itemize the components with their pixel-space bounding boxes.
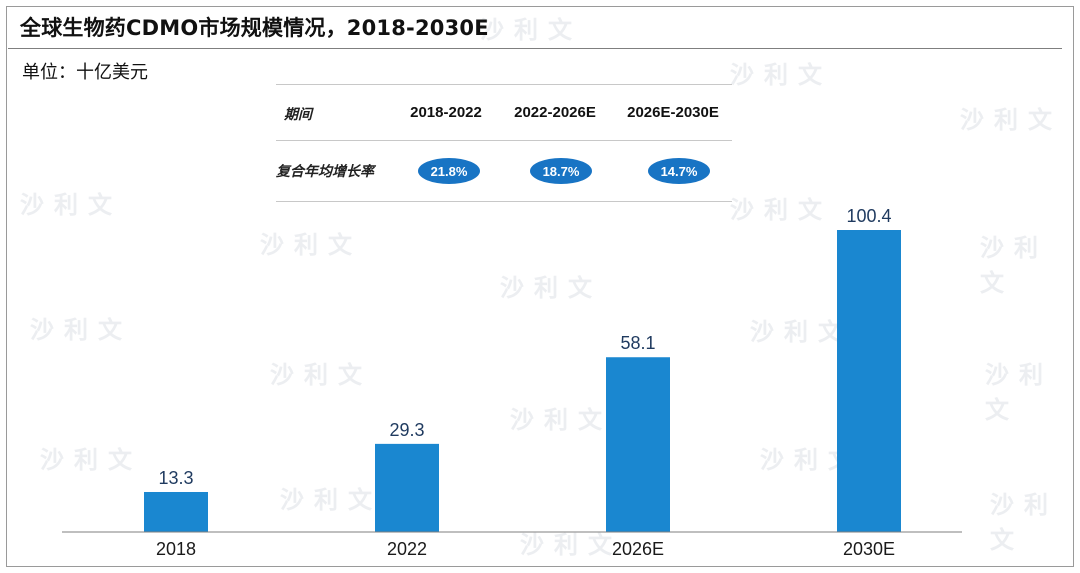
data-label: 100.4: [846, 206, 891, 226]
period-row-label: 期间: [284, 107, 312, 123]
watermark-text: 沙利文: [480, 16, 582, 44]
watermark-text: 沙利文: [260, 231, 362, 259]
period-header: 2026E-2030E: [627, 104, 719, 121]
watermark-text: 沙利文: [760, 446, 862, 474]
data-label: 58.1: [620, 333, 655, 353]
watermark-text: 沙利文: [30, 316, 132, 344]
page-title: 全球生物药CDMO市场规模情况，2018-2030E: [20, 16, 489, 40]
bar-2030E: [837, 230, 901, 532]
title-divider: [8, 48, 1062, 49]
watermark-text: 沙利文: [990, 491, 1058, 554]
watermark-text: 沙利文: [40, 446, 142, 474]
watermark-text: 沙利文: [500, 274, 602, 302]
cagr-badge: 14.7%: [648, 158, 710, 184]
table-rule-bottom: [276, 201, 732, 202]
data-label: 13.3: [158, 468, 193, 488]
watermark-text: 沙利文: [510, 406, 612, 434]
chart-frame: [6, 6, 1074, 567]
watermark-text: 沙利文: [20, 191, 122, 219]
cagr-table: 期间 复合年均增长率 2018-2022 2022-2026E 2026E-20…: [276, 84, 732, 202]
x-tick-label: 2022: [387, 539, 427, 559]
watermark-text: 沙利文: [750, 318, 852, 346]
watermark-text: 沙利文: [980, 234, 1048, 297]
watermark-text: 沙利文: [960, 106, 1062, 134]
bar-2026E: [606, 357, 670, 532]
x-tick-label: 2026E: [612, 539, 664, 559]
period-header: 2022-2026E: [514, 104, 596, 121]
cagr-badge: 18.7%: [530, 158, 592, 184]
watermark-text: 沙利文: [985, 361, 1053, 424]
watermark-text: 沙利文: [520, 531, 622, 559]
table-rule-top: [276, 84, 732, 85]
cagr-badge: 21.8%: [418, 158, 480, 184]
bar-2022: [375, 443, 439, 532]
x-tick-label: 2018: [156, 539, 196, 559]
watermark-text: 沙利文: [730, 61, 832, 89]
data-label: 29.3: [389, 420, 424, 440]
table-rule-middle: [276, 140, 732, 141]
watermark-text: 沙利文: [270, 361, 372, 389]
watermark-text: 沙利文: [730, 196, 832, 224]
period-header: 2018-2022: [410, 104, 482, 121]
watermark-text: 沙利文: [280, 486, 382, 514]
bar-2018: [144, 491, 208, 532]
cagr-row-label: 复合年均增长率: [276, 164, 374, 180]
x-tick-label: 2030E: [843, 539, 895, 559]
unit-label: 单位：十亿美元: [22, 62, 148, 83]
